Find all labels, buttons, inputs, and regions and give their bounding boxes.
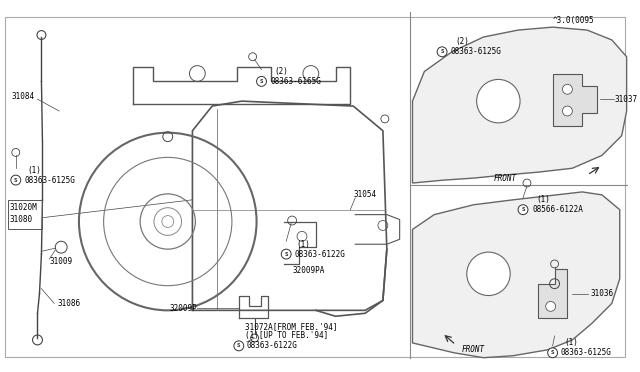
Circle shape	[518, 205, 528, 215]
Text: S: S	[551, 350, 554, 355]
Text: S: S	[14, 177, 17, 183]
Bar	[8, 200, 42, 230]
Text: 08363-6125G: 08363-6125G	[561, 348, 611, 357]
Text: S: S	[284, 251, 288, 257]
Polygon shape	[413, 27, 627, 183]
Text: 31086: 31086	[57, 299, 81, 308]
Polygon shape	[538, 269, 568, 318]
Text: 31054: 31054	[353, 190, 376, 199]
Text: (1)[UP TO FEB.'94]: (1)[UP TO FEB.'94]	[244, 331, 328, 340]
Text: 31080: 31080	[10, 215, 33, 224]
Text: 08363-6122G: 08363-6122G	[294, 250, 345, 259]
Text: (1): (1)	[28, 166, 42, 175]
Circle shape	[477, 80, 520, 123]
Text: S: S	[260, 79, 263, 84]
Text: (1): (1)	[564, 339, 579, 347]
Text: S: S	[521, 207, 525, 212]
Polygon shape	[413, 192, 620, 358]
Text: FRONT: FRONT	[462, 345, 485, 354]
Text: (1): (1)	[296, 240, 310, 249]
Text: 31020M: 31020M	[10, 203, 38, 212]
Text: 08363-6125G: 08363-6125G	[451, 47, 502, 56]
Text: (2): (2)	[455, 38, 468, 46]
Text: 31037: 31037	[615, 94, 638, 104]
Circle shape	[546, 301, 556, 311]
Circle shape	[437, 47, 447, 57]
Text: S: S	[440, 49, 444, 54]
Circle shape	[467, 252, 510, 295]
Text: 31072A[FROM FEB.'94]: 31072A[FROM FEB.'94]	[244, 322, 337, 331]
Text: FRONT: FRONT	[493, 174, 516, 183]
Text: S: S	[237, 343, 241, 348]
Text: ^3.0(0095: ^3.0(0095	[552, 16, 595, 25]
Text: 08363-6165G: 08363-6165G	[270, 77, 321, 86]
Text: (1): (1)	[537, 195, 550, 204]
Circle shape	[234, 341, 244, 351]
Text: (2): (2)	[275, 67, 288, 76]
Text: 08566-6122A: 08566-6122A	[533, 205, 584, 214]
Text: 32009PA: 32009PA	[292, 266, 324, 275]
Text: 08363-6125G: 08363-6125G	[25, 176, 76, 185]
Circle shape	[563, 84, 572, 94]
Circle shape	[281, 249, 291, 259]
Circle shape	[548, 348, 557, 358]
Text: 32009P: 32009P	[170, 304, 197, 313]
Text: 31009: 31009	[49, 257, 72, 266]
Polygon shape	[552, 74, 597, 126]
Text: 31084: 31084	[12, 92, 35, 101]
Circle shape	[563, 106, 572, 116]
Text: 31036: 31036	[590, 289, 613, 298]
Circle shape	[257, 77, 266, 86]
Circle shape	[11, 175, 20, 185]
Text: 08363-6122G: 08363-6122G	[246, 341, 298, 350]
